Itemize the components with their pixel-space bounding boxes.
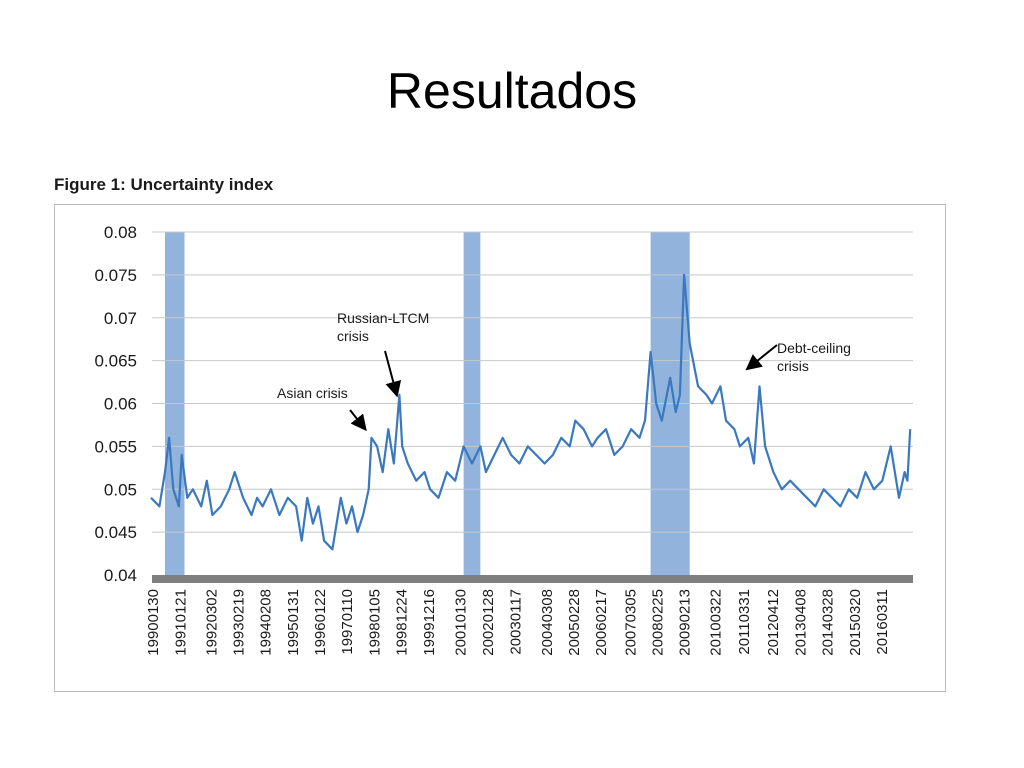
annotation-arrow <box>349 409 367 432</box>
y-tick-label: 0.06 <box>104 395 137 414</box>
chart-frame: 0.08 0.075 0.07 0.065 0.06 0.055 0.05 0.045 0.04… <box>54 204 946 692</box>
x-tick-label: 19980105 <box>367 589 384 656</box>
gridlines <box>152 231 913 533</box>
x-tick-label: 19920302 <box>204 589 221 656</box>
x-tick-label: 20050228 <box>566 589 583 656</box>
y-tick-label: 0.08 <box>104 223 137 242</box>
x-tick-label: 19970110 <box>339 589 356 655</box>
y-tick-label: 0.075 <box>94 266 137 285</box>
x-tick-label: 20070305 <box>622 589 639 656</box>
x-tick-label: 19991216 <box>421 589 438 656</box>
figure-title: Figure 1: Uncertainty index <box>54 175 274 194</box>
x-tick-label: 19981224 <box>394 589 411 656</box>
annotation-label: Debt-ceiling crisis <box>777 340 851 374</box>
x-tick-label: 20160311 <box>874 589 891 655</box>
annotation-label: Asian crisis <box>277 385 348 401</box>
x-tick-label: 20150320 <box>847 589 864 656</box>
x-axis-line <box>152 575 913 583</box>
x-tick-label: 20140328 <box>820 589 837 656</box>
y-tick-label: 0.055 <box>94 437 137 456</box>
y-tick-label: 0.065 <box>94 352 137 371</box>
series-group <box>150 273 912 551</box>
x-tick-label: 20100322 <box>707 589 724 656</box>
x-axis <box>152 575 913 583</box>
x-tick-label: 19950131 <box>285 589 302 656</box>
y-tick-label: 0.07 <box>104 309 137 328</box>
x-tick-label: 20020128 <box>480 589 497 656</box>
y-tick-label: 0.05 <box>104 480 137 499</box>
x-tick-label: 20030117 <box>507 589 524 655</box>
uncertainty-line-chart: 0.08 0.075 0.07 0.065 0.06 0.055 0.05 0.045 0.04… <box>94 223 913 656</box>
y-tick-label: 0.045 <box>94 523 137 542</box>
x-axis-ticks: 19900130 19910121 19920302 19930219 19940208… <box>145 589 891 656</box>
x-tick-label: 20130408 <box>793 589 810 656</box>
x-tick-label: 20010130 <box>452 589 469 656</box>
x-tick-label: 20110331 <box>736 589 753 655</box>
annotations: Asian crisis Russian-LTCM crisis Debt-ceili… <box>277 310 851 432</box>
y-tick-label: 0.04 <box>104 566 137 585</box>
slide-title: Resultados <box>386 63 638 119</box>
x-tick-label: 20090213 <box>677 589 694 656</box>
annotation-label: Russian-LTCM crisis <box>337 310 429 344</box>
x-tick-label: 20120412 <box>765 589 782 656</box>
annotation-arrow <box>384 350 402 398</box>
series-line-0 <box>150 273 912 551</box>
x-tick-label: 19960122 <box>312 589 329 656</box>
x-tick-label: 19900130 <box>145 589 162 656</box>
x-tick-label: 20080225 <box>650 589 667 656</box>
x-tick-label: 19910121 <box>172 589 189 656</box>
x-tick-label: 19930219 <box>230 589 247 656</box>
annotation-arrow <box>745 344 778 371</box>
x-tick-label: 20040308 <box>539 589 556 656</box>
x-tick-label: 20060217 <box>593 589 610 656</box>
y-axis-ticks: 0.08 0.075 0.07 0.065 0.06 0.055 0.05 0.045 0.04 <box>94 223 137 585</box>
x-tick-label: 19940208 <box>258 589 275 656</box>
